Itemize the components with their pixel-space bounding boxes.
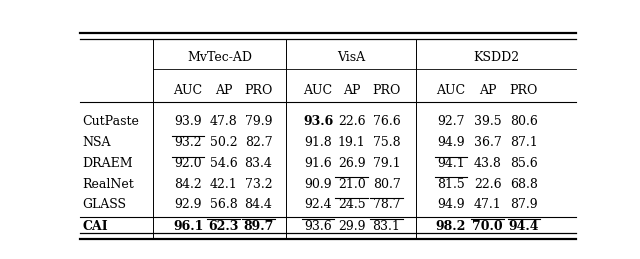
Text: PRO: PRO bbox=[244, 84, 273, 97]
Text: 76.6: 76.6 bbox=[372, 115, 401, 128]
Text: 68.8: 68.8 bbox=[510, 177, 538, 191]
Text: 50.2: 50.2 bbox=[210, 136, 237, 149]
Text: 22.6: 22.6 bbox=[338, 115, 365, 128]
Text: 92.7: 92.7 bbox=[437, 115, 465, 128]
Text: 87.1: 87.1 bbox=[510, 136, 538, 149]
Text: 80.7: 80.7 bbox=[372, 177, 401, 191]
Text: KSDD2: KSDD2 bbox=[473, 51, 519, 63]
Text: 92.9: 92.9 bbox=[174, 198, 202, 212]
Text: CutPaste: CutPaste bbox=[83, 115, 140, 128]
Text: 94.9: 94.9 bbox=[437, 136, 465, 149]
Text: 24.5: 24.5 bbox=[338, 198, 365, 212]
Text: AUC: AUC bbox=[303, 84, 333, 97]
Text: 93.9: 93.9 bbox=[174, 115, 202, 128]
Text: PRO: PRO bbox=[372, 84, 401, 97]
Text: 93.6: 93.6 bbox=[303, 115, 333, 128]
Text: 83.1: 83.1 bbox=[372, 220, 401, 233]
Text: 56.8: 56.8 bbox=[210, 198, 237, 212]
Text: 73.2: 73.2 bbox=[244, 177, 273, 191]
Text: 62.3: 62.3 bbox=[209, 220, 239, 233]
Text: 43.8: 43.8 bbox=[474, 157, 502, 170]
Text: 19.1: 19.1 bbox=[338, 136, 365, 149]
Text: VisA: VisA bbox=[337, 51, 365, 63]
Text: 79.9: 79.9 bbox=[245, 115, 272, 128]
Text: AUC: AUC bbox=[173, 84, 203, 97]
Text: 75.8: 75.8 bbox=[372, 136, 401, 149]
Text: 94.1: 94.1 bbox=[437, 157, 465, 170]
Text: 89.7: 89.7 bbox=[243, 220, 274, 233]
Text: AP: AP bbox=[215, 84, 232, 97]
Text: RealNet: RealNet bbox=[83, 177, 134, 191]
Text: 90.9: 90.9 bbox=[304, 177, 332, 191]
Text: 84.2: 84.2 bbox=[174, 177, 202, 191]
Text: 94.9: 94.9 bbox=[437, 198, 465, 212]
Text: NSA: NSA bbox=[83, 136, 111, 149]
Text: 83.4: 83.4 bbox=[244, 157, 273, 170]
Text: MvTec-AD: MvTec-AD bbox=[187, 51, 252, 63]
Text: 80.6: 80.6 bbox=[510, 115, 538, 128]
Text: 93.2: 93.2 bbox=[174, 136, 202, 149]
Text: 70.0: 70.0 bbox=[472, 220, 503, 233]
Text: 42.1: 42.1 bbox=[210, 177, 237, 191]
Text: 93.6: 93.6 bbox=[304, 220, 332, 233]
Text: AUC: AUC bbox=[436, 84, 465, 97]
Text: 92.0: 92.0 bbox=[174, 157, 202, 170]
Text: 47.1: 47.1 bbox=[474, 198, 502, 212]
Text: 85.6: 85.6 bbox=[510, 157, 538, 170]
Text: AP: AP bbox=[343, 84, 360, 97]
Text: 91.8: 91.8 bbox=[304, 136, 332, 149]
Text: 87.9: 87.9 bbox=[510, 198, 538, 212]
Text: CAI: CAI bbox=[83, 220, 108, 233]
Text: 22.6: 22.6 bbox=[474, 177, 502, 191]
Text: 78.7: 78.7 bbox=[372, 198, 401, 212]
Text: 91.6: 91.6 bbox=[304, 157, 332, 170]
Text: 94.4: 94.4 bbox=[509, 220, 539, 233]
Text: 54.6: 54.6 bbox=[210, 157, 237, 170]
Text: 98.2: 98.2 bbox=[436, 220, 466, 233]
Text: 36.7: 36.7 bbox=[474, 136, 502, 149]
Text: 81.5: 81.5 bbox=[437, 177, 465, 191]
Text: PRO: PRO bbox=[509, 84, 538, 97]
Text: 47.8: 47.8 bbox=[210, 115, 237, 128]
Text: 96.1: 96.1 bbox=[173, 220, 204, 233]
Text: 26.9: 26.9 bbox=[338, 157, 365, 170]
Text: 39.5: 39.5 bbox=[474, 115, 502, 128]
Text: 84.4: 84.4 bbox=[244, 198, 273, 212]
Text: 92.4: 92.4 bbox=[304, 198, 332, 212]
Text: 29.9: 29.9 bbox=[338, 220, 365, 233]
Text: 82.7: 82.7 bbox=[244, 136, 273, 149]
Text: 21.0: 21.0 bbox=[338, 177, 365, 191]
Text: 79.1: 79.1 bbox=[372, 157, 401, 170]
Text: DRAEM: DRAEM bbox=[83, 157, 133, 170]
Text: GLASS: GLASS bbox=[83, 198, 127, 212]
Text: AP: AP bbox=[479, 84, 497, 97]
